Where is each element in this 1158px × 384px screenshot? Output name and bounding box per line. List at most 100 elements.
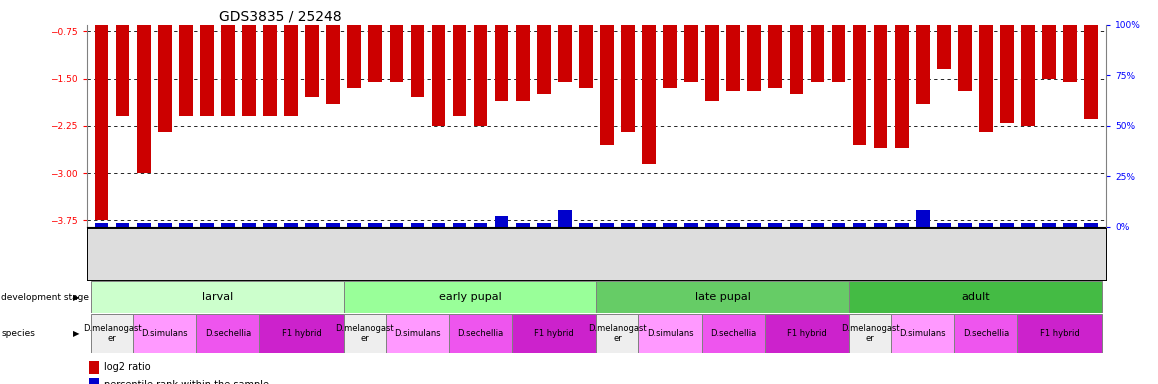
- Bar: [621, 25, 635, 132]
- Bar: [596, 314, 638, 353]
- Bar: [284, 25, 298, 116]
- Bar: [389, 223, 403, 227]
- Text: log2 ratio: log2 ratio: [104, 362, 151, 372]
- Bar: [368, 25, 382, 82]
- Bar: [157, 25, 171, 132]
- Text: D.melanogast
er: D.melanogast er: [336, 324, 394, 343]
- Bar: [179, 25, 192, 116]
- Text: D.melanogast
er: D.melanogast er: [83, 324, 141, 343]
- Bar: [769, 223, 782, 227]
- Text: early pupal: early pupal: [439, 292, 501, 302]
- Bar: [515, 25, 529, 101]
- Bar: [474, 223, 488, 227]
- Bar: [684, 223, 698, 227]
- Bar: [389, 25, 403, 82]
- Bar: [1001, 223, 1013, 227]
- Text: percentile rank within the sample: percentile rank within the sample: [104, 380, 269, 384]
- Bar: [1042, 223, 1056, 227]
- Bar: [979, 223, 992, 227]
- Bar: [790, 223, 804, 227]
- Bar: [347, 25, 361, 88]
- Text: D.simulans: D.simulans: [647, 329, 694, 338]
- Bar: [344, 314, 386, 353]
- Bar: [432, 223, 446, 227]
- Bar: [221, 223, 235, 227]
- Text: ▶: ▶: [73, 329, 80, 338]
- Bar: [1063, 223, 1077, 227]
- Bar: [747, 223, 761, 227]
- Bar: [537, 25, 550, 94]
- Text: D.simulans: D.simulans: [394, 329, 441, 338]
- Bar: [1021, 223, 1035, 227]
- Bar: [916, 25, 930, 104]
- Bar: [1018, 314, 1101, 353]
- Text: F1 hybrid: F1 hybrid: [281, 329, 322, 338]
- Bar: [852, 223, 866, 227]
- Text: larval: larval: [201, 292, 233, 302]
- Bar: [705, 223, 719, 227]
- Bar: [596, 281, 849, 313]
- Bar: [221, 25, 235, 116]
- Bar: [157, 223, 171, 227]
- Bar: [344, 281, 596, 313]
- Bar: [200, 25, 214, 116]
- Bar: [621, 223, 635, 227]
- Bar: [537, 223, 550, 227]
- Text: F1 hybrid: F1 hybrid: [534, 329, 574, 338]
- Text: ▶: ▶: [73, 293, 80, 302]
- Bar: [327, 25, 340, 104]
- Bar: [512, 314, 596, 353]
- Bar: [790, 25, 804, 94]
- Bar: [579, 223, 593, 227]
- Bar: [133, 314, 197, 353]
- Text: GDS3835 / 25248: GDS3835 / 25248: [219, 10, 342, 24]
- Bar: [892, 314, 954, 353]
- Bar: [874, 223, 887, 227]
- Bar: [747, 25, 761, 91]
- Bar: [179, 223, 192, 227]
- Bar: [368, 223, 382, 227]
- Bar: [831, 25, 845, 82]
- Bar: [259, 314, 344, 353]
- Bar: [263, 25, 277, 116]
- Text: adult: adult: [961, 292, 990, 302]
- Bar: [916, 210, 930, 227]
- Text: D.melanogast
er: D.melanogast er: [841, 324, 900, 343]
- Text: F1 hybrid: F1 hybrid: [787, 329, 827, 338]
- Bar: [811, 223, 824, 227]
- Bar: [664, 223, 677, 227]
- Bar: [769, 25, 782, 88]
- Bar: [937, 223, 951, 227]
- Bar: [89, 361, 98, 374]
- Bar: [197, 314, 259, 353]
- Bar: [91, 314, 133, 353]
- Bar: [1021, 25, 1035, 126]
- Bar: [327, 223, 340, 227]
- Bar: [411, 25, 424, 98]
- Bar: [1084, 223, 1098, 227]
- Text: D.melanogast
er: D.melanogast er: [588, 324, 646, 343]
- Bar: [895, 25, 909, 148]
- Bar: [200, 223, 214, 227]
- Bar: [242, 25, 256, 116]
- Bar: [958, 223, 972, 227]
- Bar: [558, 25, 572, 82]
- Bar: [242, 223, 256, 227]
- Text: D.sechellia: D.sechellia: [710, 329, 756, 338]
- Bar: [600, 25, 614, 145]
- Text: D.simulans: D.simulans: [141, 329, 188, 338]
- Bar: [638, 314, 702, 353]
- Bar: [263, 223, 277, 227]
- Bar: [705, 25, 719, 101]
- Bar: [95, 223, 109, 227]
- Bar: [726, 223, 740, 227]
- Text: D.sechellia: D.sechellia: [962, 329, 1009, 338]
- Bar: [474, 25, 488, 126]
- Bar: [306, 25, 318, 98]
- Bar: [411, 223, 424, 227]
- Bar: [91, 281, 344, 313]
- Bar: [600, 223, 614, 227]
- Bar: [579, 25, 593, 88]
- Bar: [494, 25, 508, 101]
- Bar: [116, 25, 130, 116]
